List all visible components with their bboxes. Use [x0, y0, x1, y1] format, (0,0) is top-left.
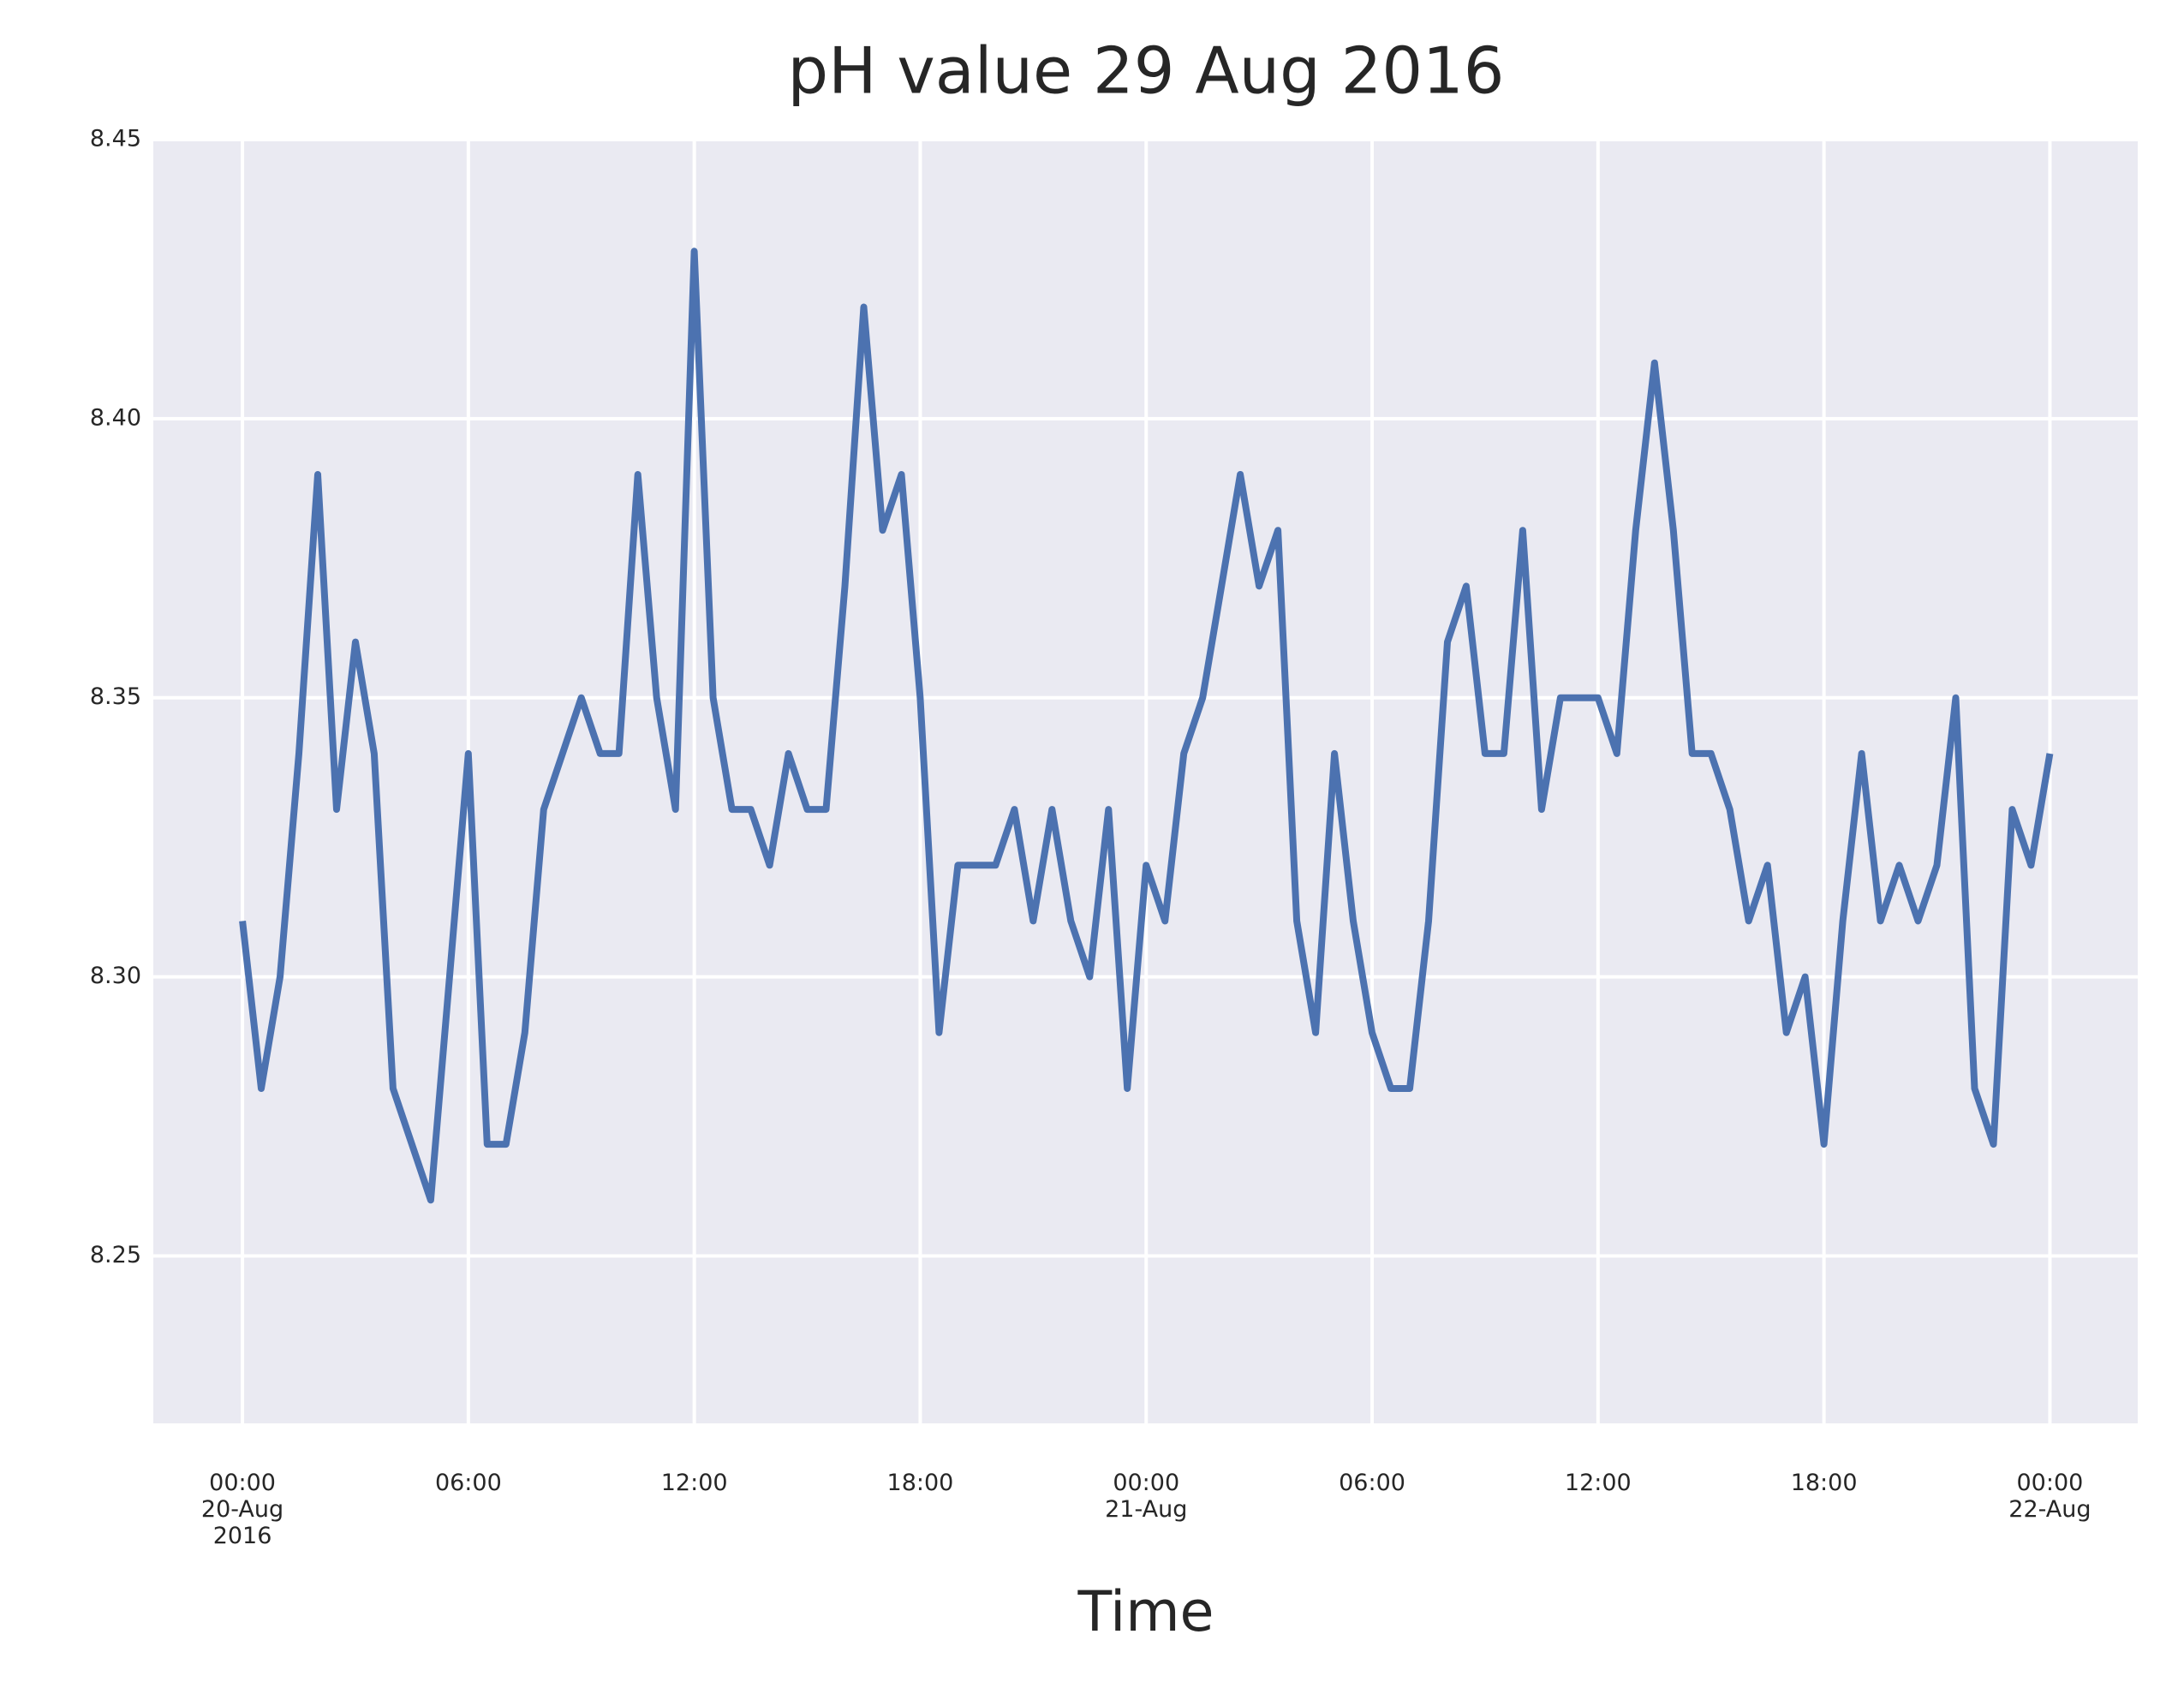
- chart-title: pH value 29 Aug 2016: [788, 33, 1505, 109]
- y-tick-label: 8.30: [90, 963, 141, 989]
- x-tick-label: 12:00: [1565, 1470, 1632, 1496]
- x-tick-label: 06:00: [1339, 1470, 1405, 1496]
- x-axis-label: Time: [1077, 1580, 1214, 1644]
- x-tick-label: 18:00: [887, 1470, 954, 1496]
- y-tick-label: 8.45: [90, 126, 141, 152]
- x-tick-label: 12:00: [661, 1470, 728, 1496]
- x-tick-label: 06:00: [435, 1470, 502, 1496]
- x-tick-label: 00:00 20-Aug 2016: [201, 1470, 283, 1549]
- data-line: [239, 248, 2054, 1204]
- y-tick-label: 8.25: [90, 1242, 141, 1268]
- y-tick-label: 8.40: [90, 404, 141, 431]
- x-tick-label: 00:00 22-Aug: [2008, 1470, 2091, 1523]
- y-tick-label: 8.35: [90, 683, 141, 710]
- x-tick-label: 18:00: [1791, 1470, 1858, 1496]
- x-tick-label: 00:00 21-Aug: [1105, 1470, 1187, 1523]
